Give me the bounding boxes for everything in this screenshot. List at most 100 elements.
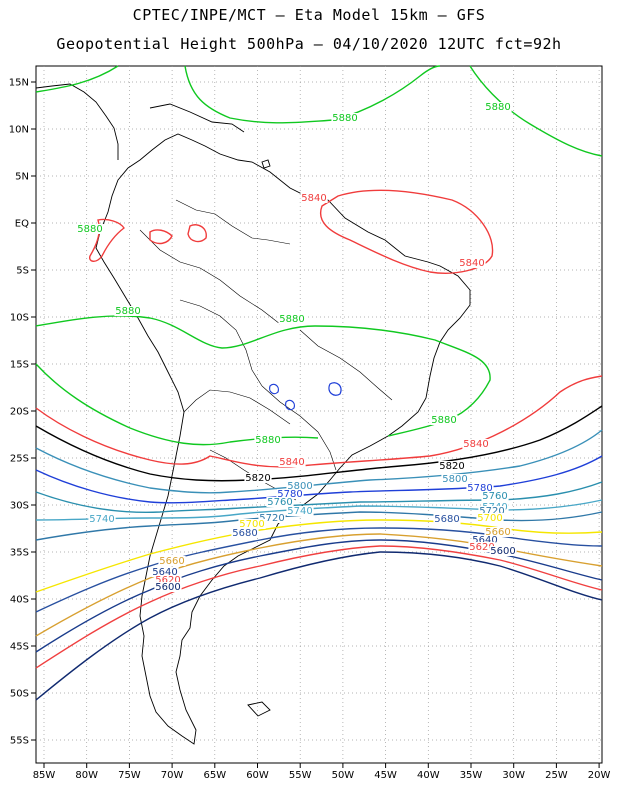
contour-5600 <box>35 551 603 701</box>
contour-label: 5840 <box>463 439 488 450</box>
contour-5680 <box>35 527 603 613</box>
lat-tick-label: 15N <box>9 78 29 89</box>
contour-label-backdrop <box>286 481 314 491</box>
contour-5880 <box>469 65 603 157</box>
contour-label-backdrop <box>476 513 504 523</box>
lat-tick-label: 30S <box>10 501 29 512</box>
contour-label-backdrop <box>76 224 104 234</box>
graticule <box>31 66 602 768</box>
contour-label: 5700 <box>239 519 264 530</box>
contour-5840 <box>89 218 125 262</box>
contour-label: 5720 <box>479 506 504 517</box>
contour-5880 <box>35 363 319 446</box>
contour-label-backdrop <box>114 306 142 316</box>
contour-label-backdrop <box>278 457 306 467</box>
lat-tick-label: 10N <box>9 125 29 136</box>
lat-tick-label: 40S <box>10 595 29 606</box>
contour-label: 5880 <box>255 435 280 446</box>
contour-5660 <box>35 533 603 637</box>
contour-label-backdrop <box>438 461 466 471</box>
lon-tick-label: 65W <box>203 770 226 781</box>
contour-label: 5780 <box>467 483 492 494</box>
contour-label-backdrop <box>238 519 266 529</box>
contour-5840 <box>187 224 207 243</box>
lat-tick-label: EQ <box>15 219 29 230</box>
lat-tick-label: 55S <box>10 736 29 747</box>
contour-label: 5820 <box>439 461 464 472</box>
contour-label: 5800 <box>442 474 467 485</box>
contour-label: 5880 <box>485 102 510 113</box>
contour-5840 <box>149 229 173 245</box>
tick-labels: 85W 80W 75W 70W 65W 60W 55W 50W 45W 40W 35W 30W 25W 2… <box>9 78 611 782</box>
contour-5700 <box>35 519 603 593</box>
contour-label: 5820 <box>245 473 270 484</box>
lat-tick-label: 35S <box>10 548 29 559</box>
contour-label: 5680 <box>232 528 257 539</box>
contour-5760 <box>35 481 603 514</box>
contour-label-backdrop <box>433 514 461 524</box>
lat-tick-label: 10S <box>10 313 29 324</box>
coastline-caribbean <box>149 103 245 133</box>
contour-label: 5660 <box>159 556 184 567</box>
contour-label-backdrop <box>466 483 494 493</box>
lon-tick-label: 40W <box>417 770 440 781</box>
contour-label-backdrop <box>484 102 512 112</box>
lon-tick-label: 70W <box>161 770 184 781</box>
lon-tick-label: 75W <box>118 770 141 781</box>
closed-low-contour <box>285 399 295 411</box>
contour-label-backdrop <box>231 528 259 538</box>
contour-label-backdrop <box>151 567 179 577</box>
contour-label-backdrop <box>468 542 496 552</box>
contour-label: 5640 <box>472 535 497 546</box>
contour-5820 <box>35 405 603 482</box>
contour-label-backdrop <box>266 497 294 507</box>
contour-5840 <box>319 189 494 274</box>
lon-tick-label: 85W <box>33 770 56 781</box>
contour-5880 <box>184 65 441 124</box>
country-borders <box>139 199 393 501</box>
contour-label: 5880 <box>77 224 102 235</box>
contour-label: 5840 <box>279 457 304 468</box>
contour-label: 5640 <box>152 567 177 578</box>
contour-label: 5880 <box>332 113 357 124</box>
contour-label: 5720 <box>259 513 284 524</box>
lat-tick-label: 15S <box>10 360 29 371</box>
contour-label-backdrop <box>331 113 359 123</box>
map-title: CPTEC/INPE/MCT – Eta Model 15km – GFS <box>132 6 486 24</box>
contour-label-backdrop <box>462 439 490 449</box>
contour-label-backdrop <box>478 506 506 516</box>
contour-label: 5880 <box>115 306 140 317</box>
contour-5780 <box>35 455 603 504</box>
contour-label-backdrop <box>489 546 517 556</box>
lat-tick-label: 5N <box>15 172 29 183</box>
contour-5840 <box>35 375 603 468</box>
contour-5880 <box>35 315 491 437</box>
contour-label: 5680 <box>434 514 459 525</box>
lon-tick-label: 25W <box>545 770 568 781</box>
contour-5740 <box>35 499 603 521</box>
island-falklands <box>247 701 271 717</box>
contour-5880 <box>35 65 119 93</box>
contour-label-backdrop <box>244 473 272 483</box>
lat-tick-label: 50S <box>10 689 29 700</box>
contour-label-backdrop <box>88 514 116 524</box>
lon-tick-label: 30W <box>502 770 525 781</box>
contour-label-backdrop <box>276 489 304 499</box>
island-trinidad <box>261 159 271 169</box>
lon-tick-label: 55W <box>289 770 312 781</box>
lat-tick-label: 5S <box>16 266 29 277</box>
contour-label-backdrop <box>154 575 182 585</box>
contour-label: 5600 <box>490 546 515 557</box>
contour-label: 5620 <box>469 542 494 553</box>
lat-tick-label: 20S <box>10 407 29 418</box>
contour-label-backdrop <box>481 491 509 501</box>
contour-label-backdrop <box>484 527 512 537</box>
contour-label-backdrop <box>258 513 286 523</box>
coastline-south-america <box>95 133 471 745</box>
contour-label: 5660 <box>485 527 510 538</box>
contour-label: 5700 <box>477 513 502 524</box>
closed-low-contour <box>269 383 279 395</box>
coastline-central-america <box>35 83 119 160</box>
lon-tick-label: 80W <box>75 770 98 781</box>
